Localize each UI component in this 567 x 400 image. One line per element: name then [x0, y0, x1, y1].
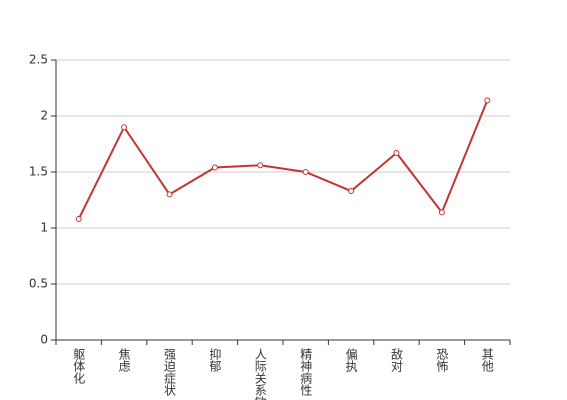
y-tick-label: 2	[40, 109, 48, 123]
x-tick-label: 偏执	[344, 347, 358, 373]
point	[438, 209, 445, 216]
point	[484, 97, 491, 104]
point	[257, 162, 264, 169]
point	[166, 191, 173, 198]
point	[393, 149, 400, 156]
point	[75, 216, 82, 223]
x-tick-label: 人际关系敏感	[253, 348, 267, 400]
x-tick-label: 恐怖	[435, 348, 449, 372]
x-tick-label: 敌对	[390, 347, 404, 372]
x-tick-label: 其他	[480, 348, 494, 372]
y-tick-label: 0	[40, 333, 48, 347]
point	[302, 169, 309, 175]
line	[77, 99, 489, 220]
x-tick-label: 焦虑	[117, 348, 131, 372]
y-tick-label: 2.5	[29, 53, 48, 67]
point	[348, 188, 355, 195]
y-tick-label: 1	[40, 221, 48, 235]
y-tick-label: 1.5	[29, 165, 48, 179]
x-tick-label: 躯体化	[72, 347, 86, 385]
y-tick-label: 0.5	[29, 277, 48, 291]
point	[121, 124, 128, 131]
x-tick-label: 抑郁	[208, 347, 222, 373]
x-tick-label: 强迫症状	[163, 348, 177, 396]
x-tick-label: 精神病性	[299, 348, 313, 397]
point	[211, 164, 218, 171]
